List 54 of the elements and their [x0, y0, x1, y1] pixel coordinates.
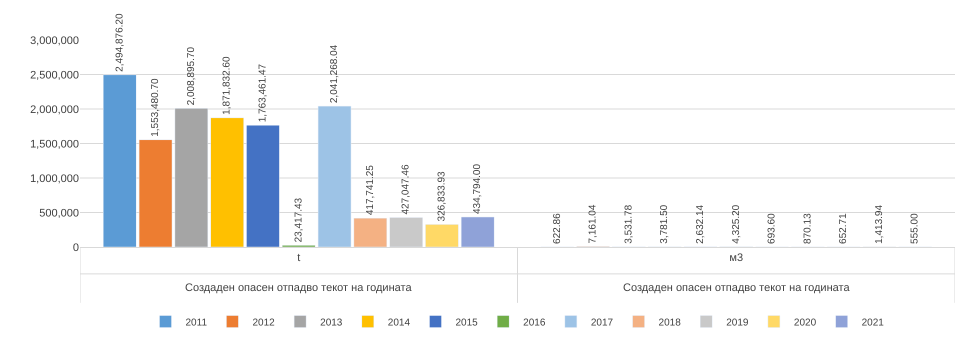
legend-label: 2021 [862, 317, 884, 328]
x-tick-label: м3 [729, 252, 744, 264]
text: Создаден опасен отпадво текот на годината [185, 282, 412, 294]
y-tick-label: 1,500,000 [30, 138, 79, 150]
bar [210, 118, 244, 247]
data-label: 555.00 [910, 212, 921, 244]
bar [389, 217, 423, 247]
legend-label: 2012 [252, 317, 276, 328]
data-label: 1,553,480.70 [150, 78, 162, 137]
data-label: 326,833.93 [436, 170, 448, 222]
data-label: 1,763,461.47 [257, 63, 268, 122]
legend-label: 2017 [590, 317, 614, 328]
legend-label: 2013 [320, 317, 343, 328]
data-label: 427,047.46 [400, 164, 412, 215]
bar [425, 224, 459, 247]
data-label: 2,008,895.70 [186, 46, 197, 106]
data-label: 2,494,876.20 [114, 13, 126, 72]
data-label: 3,531.78 [623, 204, 634, 244]
legend-label: 2016 [523, 317, 546, 328]
y-tick-label: 2,500,000 [30, 69, 79, 82]
data-label: 1,871,832.60 [222, 56, 233, 115]
bar [354, 218, 388, 247]
data-label: 434,794.00 [472, 164, 484, 214]
data-label: 1,413.94 [874, 204, 885, 244]
x-tick-label: t [297, 252, 300, 264]
data-label: 23,417.43 [293, 197, 304, 242]
data-label: 870.13 [802, 212, 814, 244]
y-tick-label: 500,000 [39, 207, 79, 220]
data-label: 693.60 [766, 212, 778, 244]
legend-label: 2019 [726, 317, 749, 328]
text: Создаден опасен отпадво текот на годината [623, 282, 850, 294]
y-tick-label: 3,000,000 [30, 34, 79, 47]
data-label: 2,041,268.04 [329, 44, 340, 104]
legend-label: 2018 [658, 317, 682, 328]
legend-label: 2011 [186, 317, 208, 328]
legend-label: 2020 [794, 317, 817, 328]
data-label: 3,781.50 [659, 204, 670, 244]
y-tick-label: 0 [72, 242, 79, 254]
data-label: 622.86 [552, 212, 563, 244]
bar [318, 106, 352, 247]
data-label: 2,632.14 [694, 204, 706, 244]
data-label: 417,741.25 [364, 164, 376, 216]
data-label: 7,161.04 [588, 204, 599, 244]
bar [103, 74, 136, 247]
y-tick-label: 2,000,000 [30, 104, 79, 116]
bar [174, 108, 208, 247]
bar [461, 216, 494, 247]
y-tick-label: 1,000,000 [30, 172, 79, 185]
legend-label: 2014 [388, 317, 410, 328]
data-label: 652.71 [838, 212, 850, 244]
data-label: 4,325.20 [730, 204, 742, 244]
bar [138, 140, 172, 247]
bar [246, 125, 280, 247]
legend-label: 2015 [455, 317, 478, 328]
